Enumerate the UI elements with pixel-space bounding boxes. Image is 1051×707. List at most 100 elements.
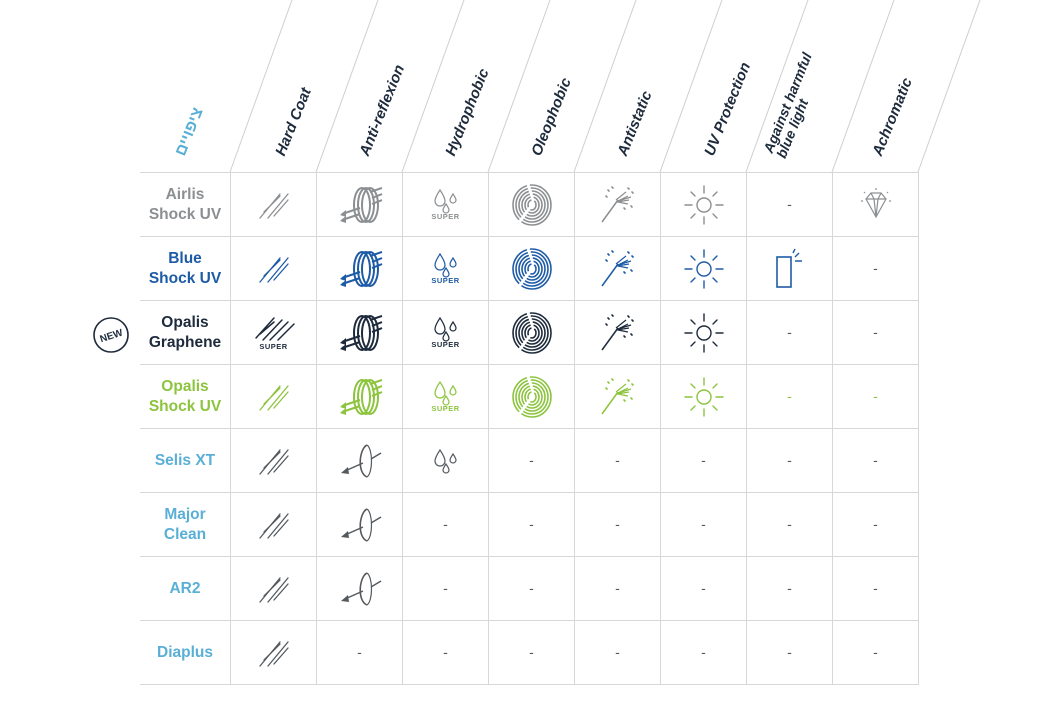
hard-cell xyxy=(230,620,317,685)
hydro-cell xyxy=(402,428,489,493)
empty-cell: - xyxy=(832,620,919,685)
ar-cell xyxy=(316,172,403,237)
table-row: AR2 - - - - - - xyxy=(140,556,919,621)
table-row: Airlis Shock UV SUPER - xyxy=(140,172,919,237)
sun-cell xyxy=(660,172,747,237)
empty-cell: - xyxy=(746,492,833,557)
fingerprint-cell xyxy=(488,236,575,301)
lens-name-line1: Diaplus xyxy=(157,643,213,661)
broom-icon xyxy=(575,248,660,290)
fingerprint-icon xyxy=(489,181,574,229)
dash-mark: - xyxy=(873,323,878,340)
dash-mark: - xyxy=(873,387,878,404)
table-row: Diaplus - - - - - - - xyxy=(140,620,919,685)
ar-single-cell xyxy=(316,492,403,557)
phone-cell xyxy=(746,236,833,301)
empty-cell: - xyxy=(574,556,661,621)
hard-cell xyxy=(230,492,317,557)
lens-name-line2: Shock UV xyxy=(148,269,222,287)
coatings-table: Airlis Shock UV SUPER - Blue Shock UV xyxy=(140,172,919,685)
broom-cell xyxy=(574,300,661,365)
dash-mark: - xyxy=(873,579,878,596)
header-divider-line xyxy=(487,0,551,172)
ar-single-cell xyxy=(316,556,403,621)
super-label: SUPER xyxy=(431,404,460,413)
header-divider-line xyxy=(659,0,723,172)
super-label: SUPER xyxy=(259,342,288,351)
empty-cell: - xyxy=(746,620,833,685)
ar-single-cell xyxy=(316,428,403,493)
dash-mark: - xyxy=(873,515,878,532)
new-badge: NEW xyxy=(92,316,130,354)
empty-cell: - xyxy=(660,556,747,621)
anti-reflection-icon xyxy=(317,376,402,418)
fingerprint-icon xyxy=(489,245,574,293)
empty-cell: - xyxy=(746,300,833,365)
broom-icon xyxy=(575,184,660,226)
hydro-cell: SUPER xyxy=(402,172,489,237)
lens-name-line1: Opalis xyxy=(161,377,209,395)
table-row: Major Clean - - - - - - xyxy=(140,492,919,557)
anti-reflection-icon xyxy=(317,569,402,609)
hard-cell xyxy=(230,364,317,429)
empty-cell: - xyxy=(660,620,747,685)
empty-cell: - xyxy=(660,428,747,493)
ar-cell xyxy=(316,236,403,301)
sun-cell xyxy=(660,364,747,429)
phone-screen-icon xyxy=(747,247,832,291)
hydro-cell: SUPER xyxy=(402,236,489,301)
broom-cell xyxy=(574,364,661,429)
lens-name-line2: Graphene xyxy=(148,333,222,351)
dash-mark: - xyxy=(529,643,534,660)
empty-cell: - xyxy=(746,172,833,237)
header-divider-line xyxy=(573,0,637,172)
dash-mark: - xyxy=(529,451,534,468)
scratch-icon xyxy=(231,572,316,606)
sun-icon xyxy=(661,310,746,356)
scratch-icon xyxy=(231,636,316,670)
dash-mark: - xyxy=(529,515,534,532)
empty-cell: - xyxy=(488,428,575,493)
table-row: Opalis Shock UV SUPER - - xyxy=(140,364,919,429)
anti-reflection-icon xyxy=(317,441,402,481)
scratch-icon xyxy=(231,188,316,222)
water-drops-icon xyxy=(403,448,488,474)
empty-cell: - xyxy=(402,492,489,557)
empty-cell: - xyxy=(660,492,747,557)
fingerprint-icon xyxy=(489,373,574,421)
table-row: Blue Shock UV SUPER - xyxy=(140,236,919,301)
header-divider-line xyxy=(917,0,981,172)
dash-mark: - xyxy=(873,643,878,660)
lens-name-line2: Shock UV xyxy=(148,205,222,223)
lens-name-line1: Major xyxy=(164,505,206,523)
diamond-cell xyxy=(832,172,919,237)
lens-name-line1: Airlis xyxy=(165,185,205,203)
dash-mark: - xyxy=(701,451,706,468)
fingerprint-cell xyxy=(488,364,575,429)
hard-cell xyxy=(230,236,317,301)
sun-icon xyxy=(661,182,746,228)
dash-mark: - xyxy=(615,451,620,468)
fingerprint-cell xyxy=(488,172,575,237)
dash-mark: - xyxy=(873,451,878,468)
super-label: SUPER xyxy=(431,340,460,349)
empty-cell: - xyxy=(746,428,833,493)
dash-mark: - xyxy=(529,579,534,596)
sun-cell xyxy=(660,236,747,301)
empty-cell: - xyxy=(746,364,833,429)
empty-cell: - xyxy=(402,620,489,685)
dash-mark: - xyxy=(615,579,620,596)
fingerprint-icon xyxy=(489,309,574,357)
hydro-cell: SUPER xyxy=(402,364,489,429)
header-divider-line xyxy=(745,0,809,172)
empty-cell: - xyxy=(746,556,833,621)
lens-name-cell: AR2 xyxy=(140,556,231,621)
table-row: Opalis Graphene SUPER SUPER - - xyxy=(140,300,919,365)
dash-mark: - xyxy=(615,515,620,532)
empty-cell: - xyxy=(832,236,919,301)
lens-name-line1: Blue xyxy=(168,249,202,267)
anti-reflection-icon xyxy=(317,505,402,545)
dash-mark: - xyxy=(787,579,792,596)
dash-mark: - xyxy=(357,643,362,660)
empty-cell: - xyxy=(832,428,919,493)
